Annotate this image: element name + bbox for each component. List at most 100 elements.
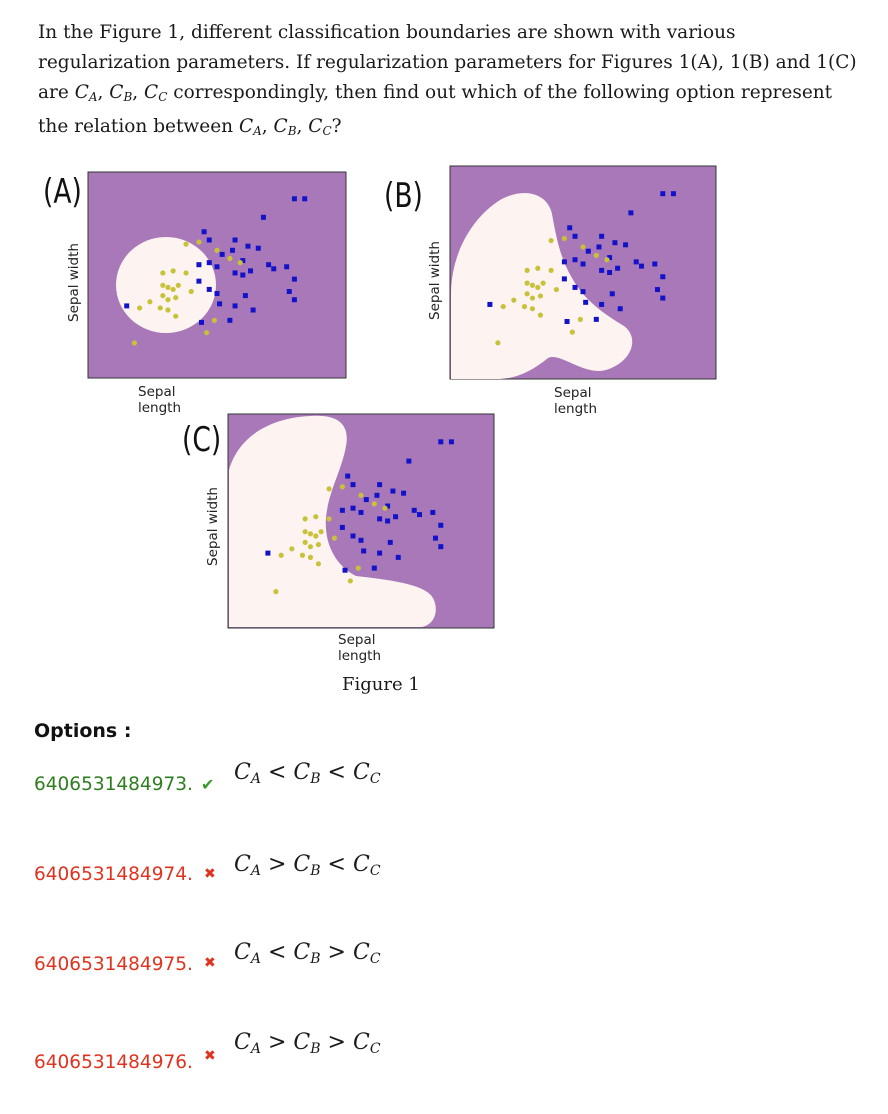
scatter-point-blue: [255, 245, 261, 251]
scatter-point-yellow: [170, 268, 176, 274]
scatter-point-yellow: [183, 241, 189, 247]
scatter-point-blue: [248, 268, 254, 274]
scatter-point-yellow: [331, 535, 337, 541]
scatter-point-blue: [350, 533, 356, 539]
scatter-point-blue: [561, 259, 567, 265]
scatter-point-blue: [660, 295, 666, 301]
scatter-point-blue: [385, 518, 391, 524]
option-id-1: 6406531484973.: [34, 774, 193, 795]
scatter-point-blue: [371, 565, 377, 571]
option-3-op-2: >: [327, 940, 346, 965]
scatter-point-yellow: [299, 552, 306, 558]
scatter-point-yellow: [137, 305, 143, 311]
scatter-point-blue: [564, 318, 570, 324]
scatter-point-yellow: [535, 265, 541, 271]
scatter-point-blue: [406, 458, 412, 464]
scatter-point-yellow: [529, 295, 536, 301]
scatter-point-blue: [607, 255, 613, 261]
scatter-point-blue: [342, 567, 348, 573]
scatter-point-blue: [599, 233, 605, 239]
option-2-op-1: >: [267, 852, 287, 877]
option-2-op-2: <: [327, 852, 346, 877]
scatter-point-blue: [599, 301, 605, 307]
scatter-point-blue: [580, 289, 586, 295]
scatter-point-blue: [229, 247, 235, 253]
scatter-point-yellow: [175, 282, 181, 288]
scatter-point-yellow: [561, 235, 567, 242]
plot-b: [449, 165, 717, 380]
scatter-point-blue: [214, 291, 220, 297]
scatter-point-yellow: [160, 293, 166, 299]
scatter-point-blue: [432, 535, 438, 541]
scatter-point-blue: [599, 267, 605, 273]
scatter-point-blue: [660, 274, 666, 280]
scatter-point-blue: [377, 550, 383, 556]
scatter-point-blue: [401, 490, 407, 496]
question-line-2: regularization parameters. If regulariza…: [38, 52, 857, 73]
scatter-point-blue: [242, 293, 248, 299]
scatter-point-yellow: [302, 539, 308, 546]
panel-a-label: (A): [43, 172, 82, 212]
scatter-point-yellow: [165, 307, 171, 313]
scatter-point-yellow: [529, 282, 536, 288]
scatter-point-yellow: [593, 252, 599, 259]
scatter-point-blue: [291, 297, 297, 303]
scatter-point-blue: [417, 512, 423, 518]
option-3-op-1: <: [267, 940, 287, 965]
scatter-point-blue: [617, 306, 623, 312]
scatter-point-blue: [585, 248, 591, 254]
scatter-point-blue: [232, 303, 238, 309]
scatter-point-blue: [240, 258, 246, 264]
scatter-point-yellow: [183, 270, 189, 276]
scatter-point-blue: [217, 301, 223, 307]
scatter-point-yellow: [355, 565, 361, 571]
scatter-point-yellow: [524, 280, 530, 286]
scatter-point-blue: [363, 497, 369, 503]
scatter-point-blue: [374, 492, 380, 498]
scatter-point-yellow: [326, 486, 332, 492]
scatter-point-yellow: [160, 282, 166, 288]
scatter-point-blue: [206, 286, 212, 292]
scatter-point-yellow: [537, 312, 544, 318]
scatter-point-blue: [430, 509, 436, 515]
scatter-point-blue: [214, 264, 220, 270]
figure-caption: Figure 1: [342, 674, 420, 695]
option-expression-4: CA > CB > CC: [234, 1030, 381, 1057]
scatter-point-yellow: [535, 284, 541, 291]
scatter-point-blue: [593, 316, 599, 322]
scatter-point-blue: [339, 524, 345, 530]
plot-c-decision-region: [229, 415, 436, 627]
scatter-point-yellow: [326, 516, 332, 522]
option-id-4: 6406531484976.: [34, 1052, 193, 1073]
scatter-point-blue: [660, 191, 666, 197]
scatter-point-blue: [377, 482, 383, 488]
scatter-point-blue: [361, 548, 367, 554]
scatter-point-blue: [572, 257, 578, 263]
scatter-point-yellow: [521, 303, 528, 310]
panel-a-xlabel: Sepal length: [138, 384, 182, 416]
scatter-point-blue: [291, 276, 297, 282]
plot-a-points: [124, 196, 308, 346]
panel-b-xlabel: Sepal length: [554, 385, 598, 417]
scatter-point-yellow: [289, 546, 295, 552]
option-id-2: 6406531484974.: [34, 864, 193, 885]
plot-b-decision-region: [451, 192, 633, 379]
scatter-point-blue: [623, 242, 629, 248]
panel-c-xlabel: Sepal length: [338, 632, 382, 664]
scatter-point-yellow: [529, 306, 536, 312]
plot-b-points: [487, 191, 676, 346]
scatter-point-yellow: [131, 340, 138, 346]
scatter-point-blue: [286, 288, 292, 294]
scatter-point-yellow: [537, 293, 544, 299]
question-line-1: In the Figure 1, different classificatio…: [38, 22, 736, 43]
scatter-point-yellow: [339, 484, 345, 490]
option-expression-2: CA > CB < CC: [234, 852, 381, 879]
scatter-point-yellow: [347, 578, 353, 584]
scatter-point-blue: [633, 259, 639, 265]
scatter-point-blue: [395, 554, 401, 560]
scatter-point-blue: [639, 263, 645, 269]
scatter-point-blue: [377, 516, 383, 522]
scatter-point-yellow: [315, 561, 322, 567]
scatter-point-blue: [358, 537, 364, 543]
panel-b-label: (B): [384, 176, 423, 216]
